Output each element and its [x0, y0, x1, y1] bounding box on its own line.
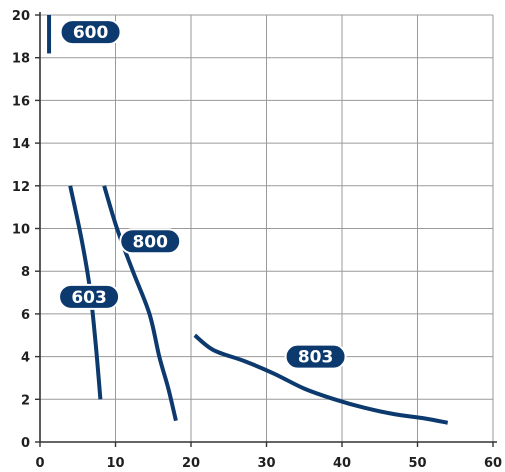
y-tick-label-12: 12: [12, 180, 30, 195]
series-label-pill-600: [59, 19, 122, 46]
y-tick-label-8: 8: [21, 265, 30, 280]
y-tick-label-6: 6: [21, 308, 30, 323]
x-tick-label-30: 30: [257, 456, 275, 471]
series-label-pill-603: [58, 283, 121, 310]
y-tick-label-2: 2: [21, 393, 30, 408]
series-label-600: 600: [59, 19, 122, 46]
x-tick-label-20: 20: [182, 456, 200, 471]
y-tick-label-0: 0: [21, 436, 30, 451]
y-tick-label-10: 10: [12, 223, 30, 238]
x-tick-label-10: 10: [106, 456, 124, 471]
x-tick-label-50: 50: [408, 456, 426, 471]
series-label-text-603: 603: [71, 288, 107, 308]
y-tick-label-16: 16: [12, 94, 30, 109]
series-label-800: 800: [119, 228, 182, 255]
series-label-pill-803: [284, 343, 347, 370]
series-line-803: [193, 333, 449, 425]
series-labels: 600 603 800 803: [58, 19, 347, 370]
series-label-603: 603: [58, 283, 121, 310]
series-line-800: [102, 185, 178, 422]
series-label-text-800: 800: [132, 232, 168, 252]
series-label-pill-800: [119, 228, 182, 255]
series-label-803: 803: [284, 343, 347, 370]
x-tick-label-60: 60: [484, 456, 502, 471]
y-tick-label-18: 18: [12, 52, 30, 67]
y-tick-label-4: 4: [21, 351, 30, 366]
series-label-text-803: 803: [298, 348, 334, 368]
y-tick-label-14: 14: [12, 137, 30, 152]
y-tick-label-20: 20: [12, 9, 30, 24]
series-label-text-600: 600: [73, 23, 109, 43]
x-tick-label-0: 0: [35, 456, 44, 471]
x-tick-label-40: 40: [333, 456, 351, 471]
